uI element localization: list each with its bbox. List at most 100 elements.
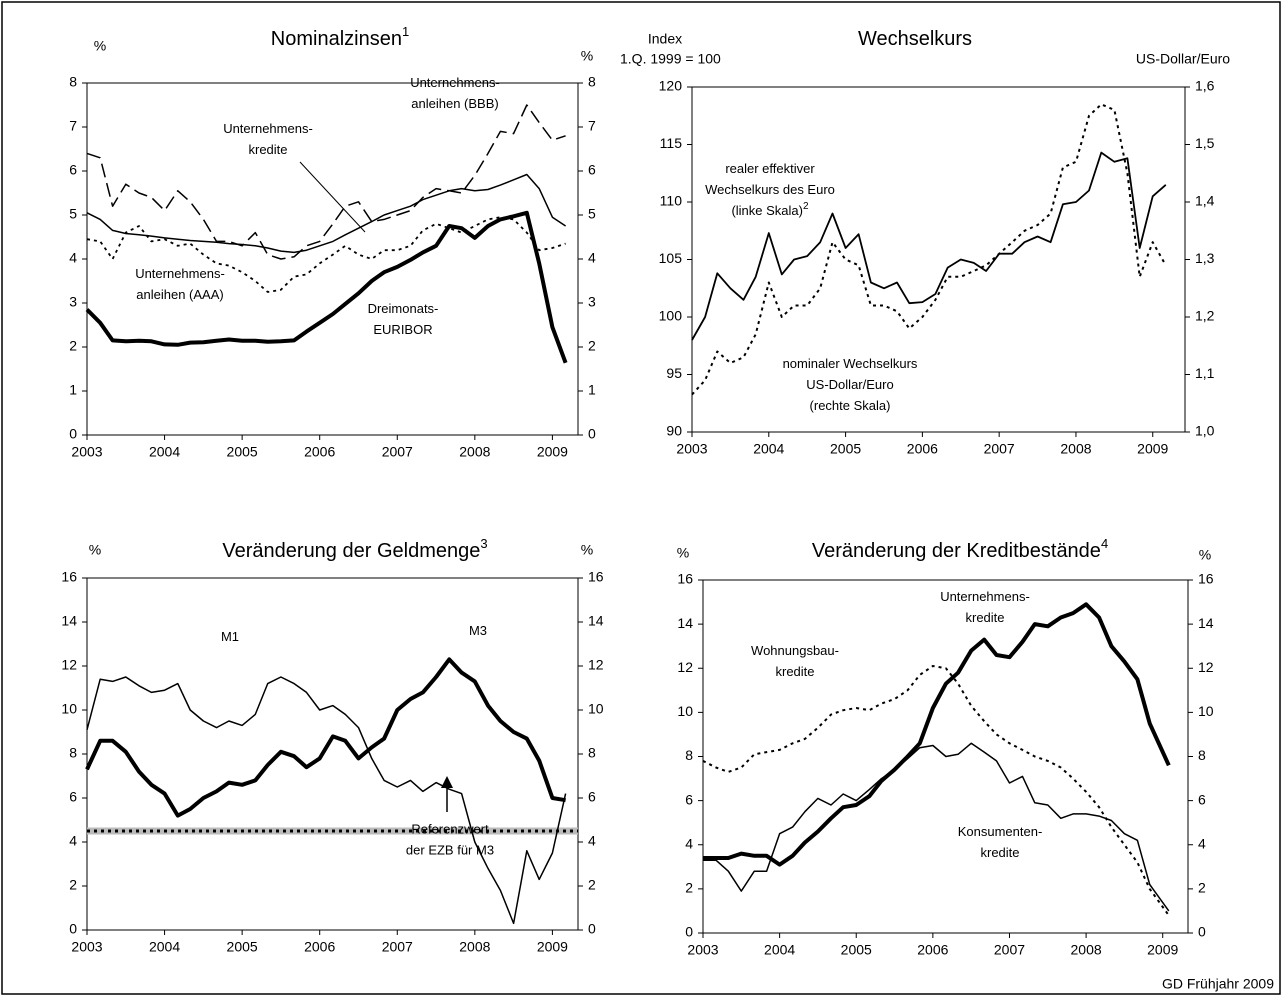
series-line (86, 104, 566, 260)
y-tick-label: 4 (69, 833, 77, 849)
y2-tick-label: 1,0 (1195, 423, 1215, 439)
y-tick-label: 16 (61, 569, 77, 585)
y-tick-label: 110 (660, 193, 683, 209)
y-tick-label: 8 (69, 74, 77, 90)
series-label: M1 (221, 629, 239, 644)
y2-tick-label: 0 (588, 426, 596, 442)
y2-tick-label: 6 (1198, 791, 1206, 807)
series-line (86, 216, 566, 293)
series-label-text: (rechte Skala) (810, 398, 891, 413)
x-tick-label: 2008 (459, 939, 490, 955)
x-tick-label: 2009 (537, 939, 568, 955)
y2-tick-label: 2 (1198, 880, 1206, 896)
series-label-text: M1 (221, 629, 239, 644)
title-note: 4 (1101, 536, 1108, 551)
x-tick-label: 2007 (994, 942, 1025, 958)
series-label: (rechte Skala) (810, 398, 891, 413)
series-label-text: anleihen (BBB) (411, 96, 498, 111)
chart-title: Veränderung der Kreditbestände4 (812, 536, 1108, 562)
series-label: Unternehmens- (940, 589, 1030, 604)
y-tick-label: 95 (666, 365, 682, 381)
series-label: EURIBOR (373, 322, 432, 337)
series-line (691, 151, 1167, 341)
y2-tick-label: 1,1 (1195, 365, 1215, 381)
y-axis-label: % (677, 545, 689, 561)
x-tick-label: 2003 (676, 441, 707, 457)
series-line (703, 742, 1170, 912)
arrow-head (441, 776, 453, 788)
series-label: Konsumenten- (958, 824, 1043, 839)
y2-tick-label: 2 (588, 338, 596, 354)
y-tick-label: 16 (677, 571, 693, 587)
x-tick-label: 2006 (917, 942, 948, 958)
series-label: kredite (980, 845, 1019, 860)
series-line (86, 676, 567, 925)
y-tick-label: 1 (69, 382, 77, 398)
y-axis-label: 1.Q. 1999 = 100 (620, 51, 721, 67)
y-tick-label: 115 (660, 135, 683, 151)
plot-frame (86, 577, 579, 931)
y-tick-label: 2 (685, 880, 693, 896)
footer: GD Frühjahr 2009 (1162, 976, 1274, 992)
y2-tick-label: 4 (1198, 835, 1206, 851)
reference-label: der EZB für M3 (406, 842, 494, 857)
y2-axis-label: US-Dollar/Euro (1136, 51, 1230, 67)
x-tick-label: 2004 (764, 942, 795, 958)
y2-tick-label: 10 (588, 701, 604, 717)
x-tick-label: 2004 (753, 441, 784, 457)
series-label: (linke Skala)2 (731, 201, 809, 218)
y2-tick-label: 6 (588, 162, 596, 178)
x-tick-label: 2007 (382, 939, 413, 955)
y-tick-label: 10 (677, 703, 693, 719)
series-label-text: Wohnungsbau- (751, 643, 839, 658)
y-tick-label: 6 (69, 789, 77, 805)
series-label-text: Unternehmens- (135, 266, 225, 281)
title-note: 1 (402, 24, 409, 39)
y-tick-label: 3 (69, 294, 77, 310)
y2-tick-label: 8 (1198, 747, 1206, 763)
title-text: Veränderung der Kreditbestände (812, 540, 1101, 562)
series-label-text: anleihen (AAA) (136, 287, 223, 302)
x-tick-label: 2004 (149, 939, 180, 955)
series-label-text: M3 (469, 623, 487, 638)
y-tick-label: 90 (666, 423, 682, 439)
series-label-text: EURIBOR (373, 322, 432, 337)
y2-tick-label: 4 (588, 833, 596, 849)
y2-tick-label: 0 (588, 921, 596, 937)
y-axis-label: % (89, 542, 101, 558)
series-label: anleihen (BBB) (411, 96, 498, 111)
y2-tick-label: 8 (588, 74, 596, 90)
y-tick-label: 6 (69, 162, 77, 178)
series-label-text: kredite (965, 610, 1004, 625)
series-label-text: Konsumenten- (958, 824, 1043, 839)
y-axis-label: Index (648, 31, 682, 47)
series-label: Unternehmens- (223, 121, 313, 136)
x-tick-label: 2005 (227, 444, 258, 460)
x-tick-label: 2008 (1060, 441, 1091, 457)
y2-tick-label: 3 (588, 294, 596, 310)
series-label: anleihen (AAA) (136, 287, 223, 302)
plot-frame (86, 82, 579, 436)
y2-tick-label: 6 (588, 789, 596, 805)
series-label-text: Unternehmens- (940, 589, 1030, 604)
y2-tick-label: 7 (588, 118, 596, 134)
x-tick-label: 2009 (537, 444, 568, 460)
x-tick-label: 2003 (687, 942, 718, 958)
x-tick-label: 2008 (459, 444, 490, 460)
y-tick-label: 12 (677, 659, 693, 675)
y-tick-label: 4 (69, 250, 77, 266)
reference-label: Referenzwert (411, 821, 489, 836)
title-text: Veränderung der Geldmenge (222, 540, 480, 562)
x-tick-label: 2009 (1147, 942, 1178, 958)
series-label-text: kredite (980, 845, 1019, 860)
y-tick-label: 7 (69, 118, 77, 134)
series-label: Unternehmens- (135, 266, 225, 281)
x-tick-label: 2006 (304, 939, 335, 955)
y-tick-label: 2 (69, 338, 77, 354)
series-label: kredite (248, 142, 287, 157)
series-line (703, 602, 1171, 867)
x-tick-label: 2007 (382, 444, 413, 460)
y2-tick-label: 14 (588, 613, 604, 629)
